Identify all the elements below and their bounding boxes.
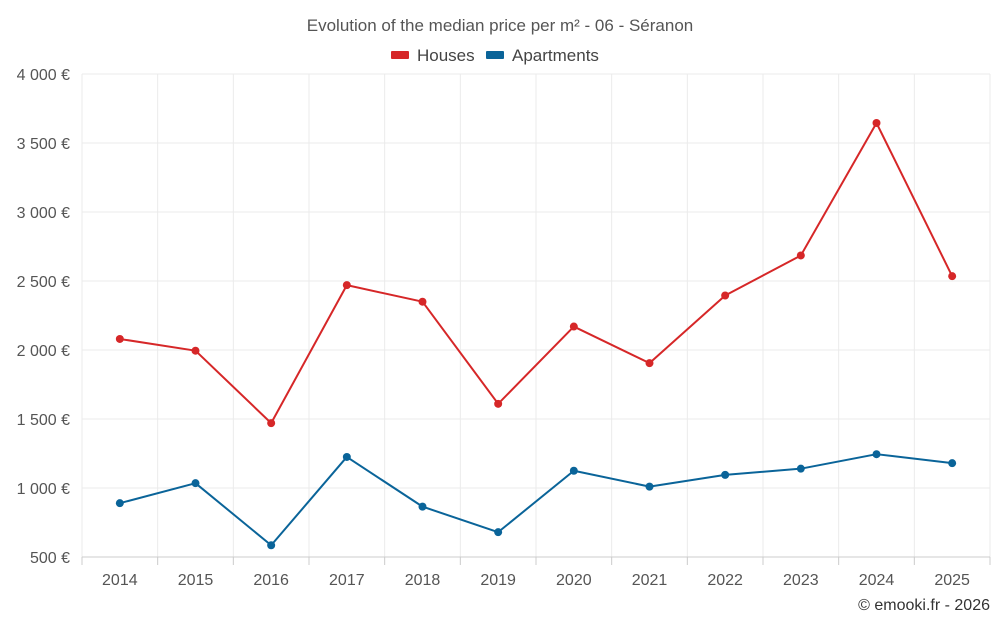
series-apartments [115,450,957,550]
data-point-apartments[interactable] [569,466,578,475]
data-point-houses[interactable] [569,322,578,331]
y-tick-label: 1 000 € [17,481,70,498]
x-tick-label: 2016 [253,572,289,589]
data-point-apartments[interactable] [645,482,654,491]
data-point-houses[interactable] [494,399,503,408]
legend: Houses Apartments [391,46,599,65]
data-point-apartments[interactable] [721,470,730,479]
x-tick-label: 2021 [632,572,668,589]
data-point-apartments[interactable] [418,502,427,511]
data-point-houses[interactable] [796,251,805,260]
y-tick-label: 4 000 € [17,67,70,84]
data-point-houses[interactable] [645,359,654,368]
x-axis: 2014 2015 2016 2017 2018 2019 2020 2021 2022 2023… [81,556,991,589]
x-tick-label: 2022 [707,572,743,589]
x-tick-label: 2015 [178,572,214,589]
legend-label-houses[interactable]: Houses [417,46,475,65]
y-tick-label: 3 500 € [17,136,70,153]
legend-label-apartments[interactable]: Apartments [512,46,599,65]
grid [81,73,991,558]
x-tick-label: 2023 [783,572,819,589]
data-point-houses[interactable] [721,291,730,300]
data-point-apartments[interactable] [342,452,351,461]
data-point-apartments[interactable] [267,541,276,550]
legend-swatch-apartments [486,51,504,59]
x-tick-label: 2018 [405,572,441,589]
data-point-apartments[interactable] [872,450,881,459]
x-tick-label: 2025 [934,572,970,589]
series-line-apartments [119,453,953,547]
x-tick-label: 2020 [556,572,592,589]
data-point-apartments[interactable] [115,499,124,508]
data-point-houses[interactable] [267,419,276,428]
chart-title: Evolution of the median price per m² - 0… [307,16,693,35]
x-tick-label: 2024 [859,572,895,589]
x-tick-label: 2017 [329,572,365,589]
legend-swatch-houses [391,51,409,59]
x-tick-label: 2014 [102,572,138,589]
y-axis: 500 € 1 000 € 1 500 € 2 000 € 2 500 € 3 000 €… [17,67,70,567]
x-tick-label: 2019 [480,572,516,589]
data-point-houses[interactable] [872,118,881,127]
data-point-houses[interactable] [191,346,200,355]
y-tick-label: 2 000 € [17,343,70,360]
series [115,118,957,550]
data-point-apartments[interactable] [948,459,957,468]
credit-text: © emooki.fr - 2026 [858,597,990,614]
y-tick-label: 1 500 € [17,412,70,429]
y-tick-label: 3 000 € [17,205,70,222]
y-tick-label: 500 € [30,550,70,567]
y-tick-label: 2 500 € [17,274,70,291]
data-point-houses[interactable] [342,281,351,290]
series-line-houses [119,121,954,425]
data-point-apartments[interactable] [191,479,200,488]
data-point-apartments[interactable] [796,464,805,473]
data-point-houses[interactable] [115,334,124,343]
series-houses [115,118,957,428]
data-point-apartments[interactable] [494,528,503,537]
data-point-houses[interactable] [418,297,427,306]
data-point-houses[interactable] [948,272,957,281]
